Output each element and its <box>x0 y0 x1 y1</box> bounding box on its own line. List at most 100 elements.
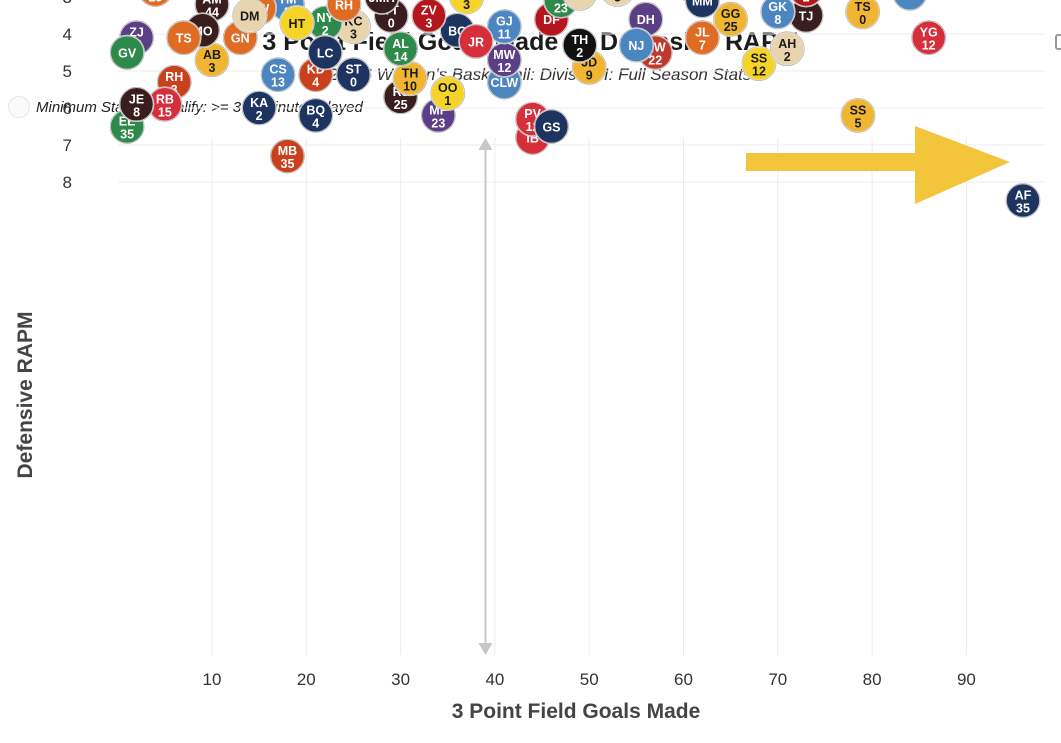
y-tick-label: 8 <box>63 173 72 192</box>
axis-ticks: 102030405060708090876543210-1-2-3-4 <box>63 0 976 689</box>
point-initials: TS <box>855 0 871 14</box>
point-marker <box>458 23 494 60</box>
data-point[interactable]: TS0 <box>844 0 881 30</box>
point-initials: JR <box>468 35 484 49</box>
point-initials: MB <box>278 144 297 158</box>
data-point[interactable]: AH2 <box>769 31 805 67</box>
data-point[interactable]: DM <box>231 0 268 34</box>
data-point[interactable]: TS <box>165 19 202 56</box>
point-initials: AL <box>392 37 409 51</box>
data-point[interactable]: NJ <box>618 27 655 63</box>
point-marker <box>1005 182 1041 219</box>
crosshair <box>478 138 493 655</box>
data-point[interactable]: HT <box>279 5 315 41</box>
point-number: 2 <box>803 0 810 5</box>
x-tick-label: 70 <box>768 670 787 689</box>
data-point[interactable]: MH3 <box>449 0 485 15</box>
data-point[interactable]: JE8 <box>118 86 155 123</box>
data-point[interactable]: ZV3 <box>411 0 447 34</box>
x-axis-title: 3 Point Field Goals Made <box>452 700 701 723</box>
note-toggle[interactable] <box>8 96 30 118</box>
data-point[interactable]: DP25 <box>138 0 172 8</box>
data-point[interactable]: TH2 <box>562 27 598 63</box>
data-point[interactable]: RH <box>326 0 362 23</box>
point-initials: SS <box>850 103 867 117</box>
point-number: 15 <box>158 105 172 119</box>
point-marker <box>118 86 155 123</box>
data-point[interactable]: AC2 <box>789 0 823 8</box>
point-initials: CS <box>269 63 286 77</box>
data-point[interactable]: ST0 <box>335 56 372 93</box>
data-point[interactable]: JR <box>458 23 494 60</box>
data-point[interactable]: JMH <box>364 0 400 15</box>
data-point[interactable]: LC <box>307 34 343 71</box>
x-tick-label: 80 <box>863 670 882 689</box>
data-point[interactable]: GV <box>109 34 145 71</box>
point-marker <box>141 0 170 8</box>
point-marker <box>307 34 343 71</box>
point-number: 9 <box>586 68 593 82</box>
data-point[interactable]: TJ <box>788 0 824 34</box>
point-marker <box>684 0 721 19</box>
data-point[interactable]: SC <box>563 0 597 12</box>
point-number: 10 <box>403 79 417 93</box>
point-initials: AM <box>202 0 221 6</box>
menu-icon[interactable] <box>1055 34 1061 50</box>
point-initials: SC <box>571 0 588 1</box>
point-marker <box>618 27 655 63</box>
point-initials: AH <box>778 37 796 51</box>
data-point[interactable]: BQ4 <box>297 97 334 134</box>
data-point[interactable]: AG3 <box>600 0 634 8</box>
point-number: 8 <box>133 105 140 119</box>
data-point[interactable]: KA2 <box>241 90 277 126</box>
point-initials: RH <box>165 70 183 84</box>
point-initials: LC <box>317 47 334 61</box>
qualification-note: Minimum Stats to Qualify: >= 363 minutes… <box>8 96 363 118</box>
point-number: 3 <box>425 17 432 31</box>
point-number: 23 <box>431 116 445 130</box>
point-marker <box>791 0 821 8</box>
point-initials: GJ <box>496 15 513 29</box>
point-marker <box>335 56 372 93</box>
point-number: 12 <box>922 39 936 53</box>
point-initials: MW <box>493 48 515 62</box>
point-number: 4 <box>312 116 319 130</box>
crosshair-arrow-up <box>478 138 493 150</box>
point-marker <box>430 75 466 111</box>
data-point[interactable]: GK8 <box>760 0 796 30</box>
y-tick-label: 7 <box>63 136 72 155</box>
x-tick-label: 50 <box>580 670 599 689</box>
point-number: 2 <box>784 50 791 64</box>
point-marker <box>893 0 927 12</box>
data-point[interactable]: OO1 <box>430 75 466 111</box>
data-point[interactable]: MM <box>684 0 721 19</box>
point-initials: HT <box>289 17 306 31</box>
point-initials: ST <box>345 63 361 77</box>
point-marker <box>562 27 598 63</box>
point-marker <box>563 0 597 12</box>
point-marker <box>840 97 876 134</box>
point-initials: JMH <box>369 0 395 5</box>
data-point[interactable]: JL7 <box>684 19 721 56</box>
data-point[interactable]: AB3 <box>194 42 230 78</box>
point-marker <box>231 0 268 34</box>
point-marker <box>326 0 362 23</box>
data-point[interactable]: PB <box>893 0 927 12</box>
data-point[interactable]: SS5 <box>840 97 876 134</box>
point-marker <box>741 45 777 82</box>
point-number: 0 <box>388 17 395 31</box>
point-initials: OO <box>438 81 458 95</box>
data-point[interactable]: GS <box>533 108 570 145</box>
point-marker <box>533 108 570 145</box>
point-number: 23 <box>554 2 568 16</box>
